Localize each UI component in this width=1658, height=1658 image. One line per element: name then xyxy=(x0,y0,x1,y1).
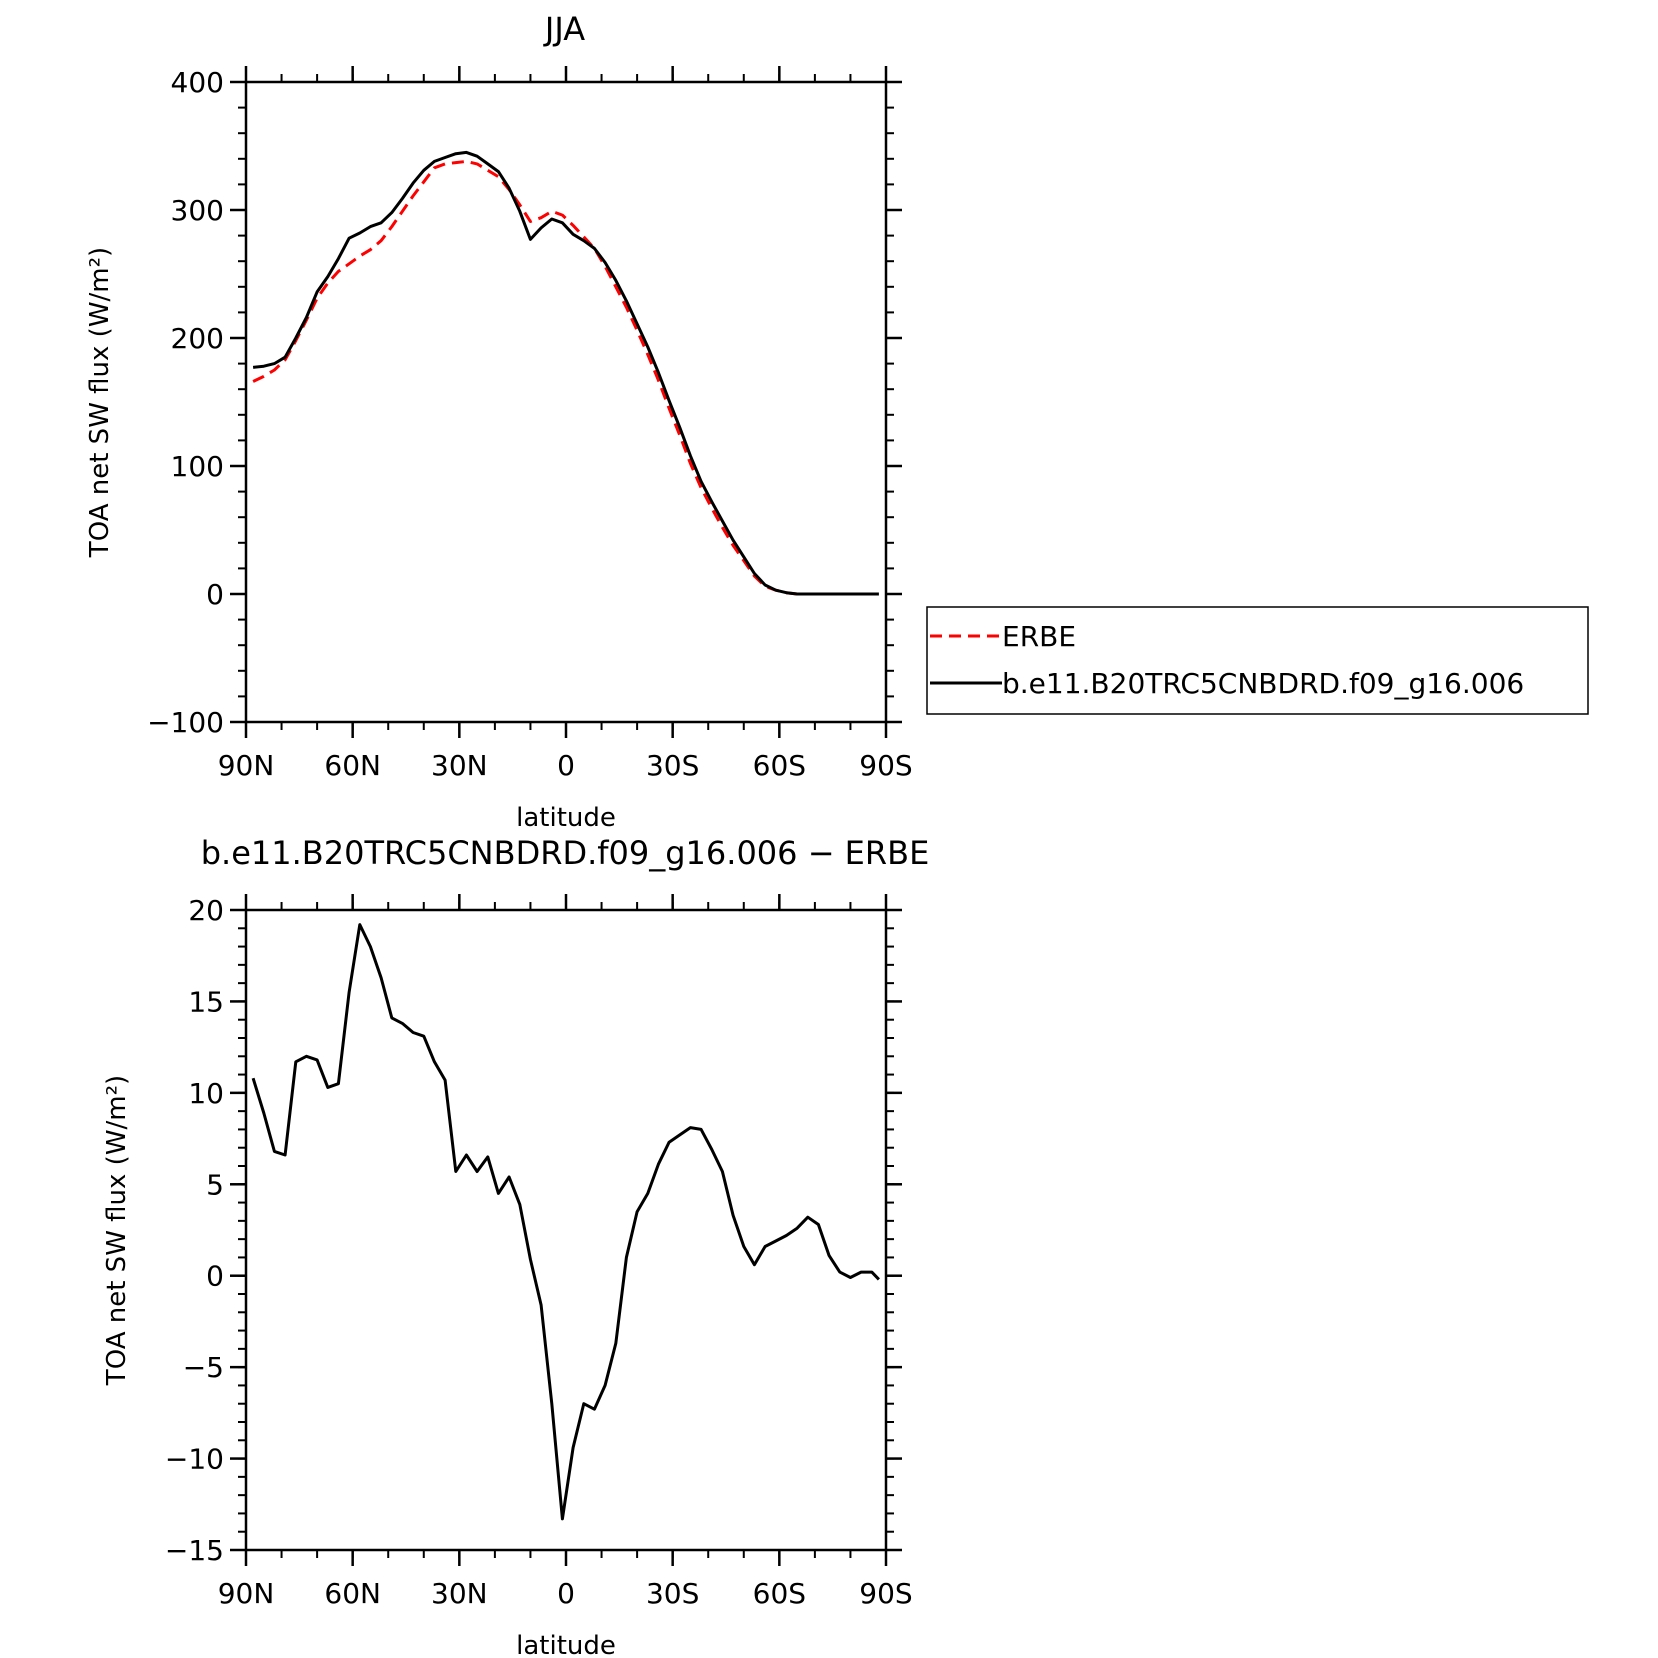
bottom-series-line-0 xyxy=(251,923,880,1521)
bottom-y-tick-label: 0 xyxy=(206,1260,224,1293)
top-y-tick-label: −100 xyxy=(147,706,224,739)
top-x-tick-label: 60N xyxy=(324,749,381,782)
top-y-tick-label: 300 xyxy=(171,194,224,227)
top-x-tick-label: 30N xyxy=(431,749,488,782)
bottom-chart-panel: b.e11.B20TRC5CNBDRD.f09_g16.006 − ERBE 2… xyxy=(102,834,929,1658)
bottom-x-tick-label: 30S xyxy=(646,1577,699,1610)
bottom-plot-frame xyxy=(244,908,888,1552)
legend-box xyxy=(926,606,1589,715)
top-x-tick-label: 60S xyxy=(753,749,806,782)
bottom-y-tick-label: 20 xyxy=(188,894,224,927)
top-x-tick-label: 0 xyxy=(557,749,575,782)
bottom-x-tick-label: 90N xyxy=(218,1577,275,1610)
top-series-line-1 xyxy=(252,150,879,596)
bottom-y-tick-label: −10 xyxy=(165,1443,224,1476)
bottom-x-tick-label: 30N xyxy=(431,1577,488,1610)
bottom-x-axis-label: latitude xyxy=(516,1631,616,1658)
top-x-tick-labels: 90N 60N 30N 0 30S 60S 90S xyxy=(218,749,913,782)
top-chart-ticks xyxy=(230,66,902,738)
bottom-x-tick-label: 0 xyxy=(557,1577,575,1610)
legend-model-label: b.e11.B20TRC5CNBDRD.f09_g16.006 xyxy=(1002,667,1524,700)
top-x-tick-label: 90N xyxy=(218,749,275,782)
legend-erbe-label: ERBE xyxy=(1002,620,1076,653)
bottom-chart-series xyxy=(251,923,880,1521)
bottom-x-tick-label: 90S xyxy=(859,1577,912,1610)
bottom-y-tick-labels: 20 15 10 5 0 −5 −10 −15 xyxy=(165,894,224,1567)
top-y-tick-label: 0 xyxy=(206,578,224,611)
top-y-tick-label: 100 xyxy=(171,450,224,483)
top-x-axis-label: latitude xyxy=(516,803,616,833)
top-x-tick-label: 30S xyxy=(646,749,699,782)
top-plot-frame xyxy=(244,80,888,724)
bottom-x-tick-labels: 90N 60N 30N 0 30S 60S 90S xyxy=(218,1577,913,1610)
top-y-tick-label: 400 xyxy=(171,66,224,99)
bottom-y-tick-label: 10 xyxy=(188,1077,224,1110)
top-x-tick-label: 90S xyxy=(859,749,912,782)
bottom-y-tick-label: 15 xyxy=(188,985,224,1018)
legend: ERBE b.e11.B20TRC5CNBDRD.f09_g16.006 xyxy=(926,606,1589,715)
bottom-x-tick-label: 60N xyxy=(324,1577,381,1610)
top-y-tick-label: 200 xyxy=(171,322,224,355)
bottom-y-tick-label: −5 xyxy=(183,1351,224,1384)
bottom-y-tick-label: 5 xyxy=(206,1168,224,1201)
top-y-tick-labels: 400 300 200 100 0 −100 xyxy=(147,66,224,739)
bottom-x-tick-label: 60S xyxy=(753,1577,806,1610)
top-chart-title: JJA xyxy=(543,10,585,48)
top-y-axis-label: TOA net SW flux (W/m²) xyxy=(85,247,115,558)
bottom-chart-ticks xyxy=(230,894,902,1566)
top-chart-series xyxy=(252,150,879,596)
bottom-y-axis-label: TOA net SW flux (W/m²) xyxy=(102,1075,132,1386)
bottom-chart-title: b.e11.B20TRC5CNBDRD.f09_g16.006 − ERBE xyxy=(201,834,930,872)
bottom-y-tick-label: −15 xyxy=(165,1534,224,1567)
